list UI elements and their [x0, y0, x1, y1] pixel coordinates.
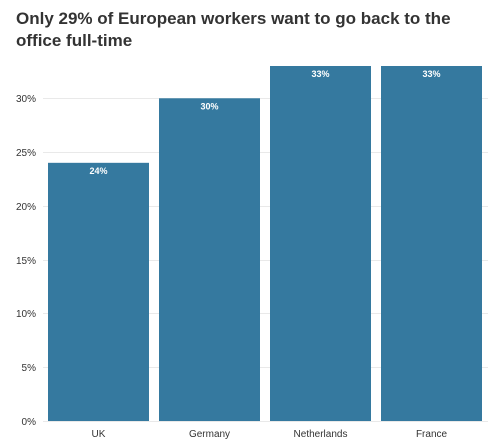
- x-tick-label: Netherlands: [294, 429, 348, 440]
- y-tick-label: 20%: [16, 202, 36, 213]
- bar: [270, 66, 371, 421]
- bars: [48, 66, 482, 421]
- bar: [48, 162, 149, 421]
- bar: [381, 66, 482, 421]
- y-tick-label: 5%: [22, 363, 37, 374]
- data-label: 33%: [311, 69, 329, 79]
- y-tick-label: 10%: [16, 309, 36, 320]
- data-label: 30%: [200, 101, 218, 111]
- chart-title: Only 29% of European workers want to go …: [16, 9, 451, 50]
- bar: [159, 98, 260, 421]
- y-tick-label: 25%: [16, 148, 36, 159]
- data-label: 33%: [422, 69, 440, 79]
- y-axis-ticks: 0% 5% 10% 15% 20% 25% 30%: [16, 94, 36, 428]
- data-labels: 24% 30% 33% 33%: [89, 69, 440, 176]
- x-tick-label: UK: [92, 429, 106, 440]
- x-axis-ticks: UK Germany Netherlands France: [92, 429, 448, 440]
- x-tick-label: Germany: [189, 429, 230, 440]
- y-tick-label: 30%: [16, 94, 36, 105]
- y-tick-label: 15%: [16, 256, 36, 267]
- y-tick-label: 0%: [22, 417, 37, 428]
- data-label: 24%: [89, 166, 107, 176]
- x-tick-label: France: [416, 429, 448, 440]
